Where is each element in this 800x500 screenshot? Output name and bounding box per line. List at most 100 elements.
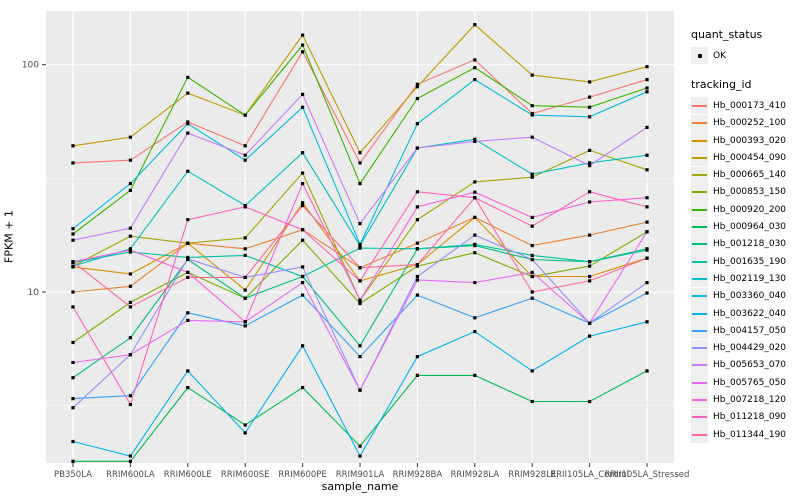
data-point	[243, 275, 247, 279]
data-point	[645, 281, 649, 285]
legend-item-label: Hb_005765_050	[713, 377, 787, 388]
data-point	[186, 241, 190, 245]
data-point	[473, 215, 477, 219]
data-point	[186, 270, 190, 274]
legend-item-label: Hb_002119_130	[713, 273, 787, 284]
data-point	[415, 218, 419, 222]
data-point	[301, 386, 305, 390]
legend-tracking-section: tracking_id Hb_000173_410 Hb_000252_100 Hb…	[691, 78, 799, 444]
data-point	[358, 246, 362, 250]
legend-item-Hb_000454_090: Hb_000454_090	[691, 149, 799, 167]
data-point	[358, 161, 362, 165]
legend-item-label: Hb_000173_410	[713, 100, 787, 111]
data-point	[301, 238, 305, 242]
data-point	[128, 402, 132, 407]
data-point	[301, 274, 305, 279]
data-point	[645, 168, 649, 172]
data-point	[358, 355, 362, 359]
x-tick-label: PB350LA	[54, 470, 92, 480]
data-point	[358, 298, 362, 302]
data-point	[645, 86, 649, 90]
data-point	[415, 82, 419, 86]
legend-tracking-items: Hb_000173_410 Hb_000252_100 Hb_000393_020 H…	[691, 97, 799, 444]
legend-key-line-icon	[691, 339, 708, 357]
data-point	[588, 115, 592, 119]
data-point	[588, 274, 592, 279]
legend-key-line-icon	[691, 270, 708, 288]
data-point	[128, 182, 132, 186]
data-point	[186, 131, 190, 135]
data-point	[301, 33, 305, 37]
data-point	[186, 120, 190, 124]
legend-key-line-icon	[691, 201, 708, 219]
legend-item-Hb_000173_410: Hb_000173_410	[691, 97, 799, 115]
data-point	[301, 171, 305, 175]
legend-key-line-icon	[691, 356, 708, 374]
data-point	[301, 151, 305, 155]
data-point	[415, 278, 419, 282]
data-point	[301, 265, 305, 269]
data-point	[473, 180, 477, 184]
data-point	[71, 340, 75, 345]
legend-item-Hb_000964_030: Hb_000964_030	[691, 218, 799, 236]
legend-item-Hb_001635_190: Hb_001635_190	[691, 253, 799, 271]
x-tick-label: RRII105LA_Control	[550, 470, 629, 480]
data-point	[473, 58, 477, 62]
data-point	[358, 266, 362, 270]
data-point	[588, 95, 592, 99]
legend-item-Hb_000393_020: Hb_000393_020	[691, 132, 799, 150]
data-point	[415, 263, 419, 267]
data-point	[530, 175, 534, 179]
data-point	[128, 459, 132, 463]
data-point	[358, 279, 362, 283]
data-point	[530, 253, 534, 257]
data-point	[588, 161, 592, 165]
data-point	[415, 355, 419, 359]
data-point	[186, 218, 190, 222]
legend-ok-label: OK	[713, 50, 726, 61]
x-tick-label: RRIM901LA	[336, 470, 385, 480]
data-point	[243, 324, 247, 328]
legend-key-line-icon	[691, 235, 708, 253]
legend-key-line-icon	[691, 408, 708, 426]
legend-item-Hb_011344_190: Hb_011344_190	[691, 426, 799, 444]
legend-item-label: Hb_011344_190	[713, 429, 787, 440]
data-point	[243, 296, 247, 300]
data-point	[473, 251, 477, 255]
legend-item-label: Hb_007218_120	[713, 394, 787, 405]
legend-item-label: Hb_004429_020	[713, 343, 787, 354]
legend-item-label: Hb_003360_040	[713, 291, 787, 302]
data-point	[645, 320, 649, 324]
legend-key-line-icon	[691, 114, 708, 132]
data-point	[301, 92, 305, 96]
data-point	[243, 320, 247, 324]
legend-item-label: Hb_000853_150	[713, 187, 787, 198]
data-point	[186, 75, 190, 79]
data-point	[301, 293, 305, 297]
data-point	[645, 291, 649, 295]
legend-key-line-icon	[691, 132, 708, 150]
data-point	[358, 444, 362, 448]
data-point	[71, 360, 75, 365]
data-point	[301, 50, 305, 54]
data-point	[243, 113, 247, 117]
data-point	[415, 293, 419, 297]
data-point	[71, 238, 75, 242]
legend-item-label: Hb_003622_040	[713, 308, 787, 319]
legend-quant-status-section: quant_status OK	[691, 28, 799, 65]
data-point	[415, 122, 419, 126]
legend-item-Hb_011218_090: Hb_011218_090	[691, 408, 799, 426]
data-point	[588, 279, 592, 283]
data-point	[473, 330, 477, 334]
data-point	[71, 260, 75, 264]
data-point	[473, 196, 477, 200]
data-point	[128, 394, 132, 398]
data-point	[588, 164, 592, 168]
data-point	[71, 144, 75, 148]
data-point	[71, 376, 75, 380]
legend-key-line-icon	[691, 322, 708, 340]
data-point	[186, 369, 190, 373]
legend-item-Hb_004157_050: Hb_004157_050	[691, 322, 799, 340]
data-point	[358, 151, 362, 155]
